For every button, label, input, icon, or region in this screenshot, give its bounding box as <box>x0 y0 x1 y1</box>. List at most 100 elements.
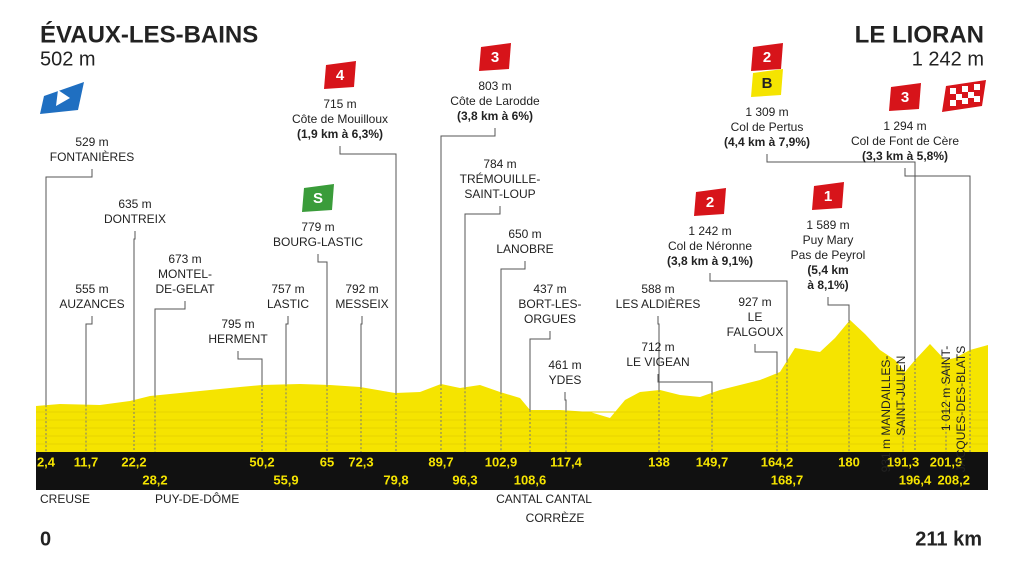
leader-line <box>657 316 660 391</box>
waypoint-label: Pas de Peyrol <box>791 248 866 262</box>
waypoint-label: 437 m <box>533 282 566 296</box>
leader-line <box>464 206 501 388</box>
leader-line <box>45 169 93 406</box>
waypoint-label: (3,8 km à 9,1%) <box>667 254 753 268</box>
waypoint-label: 1 012 m SAINT- <box>939 346 953 431</box>
km-band <box>36 452 988 490</box>
category-badge <box>751 69 783 97</box>
leader-line <box>440 128 496 384</box>
finish-flag <box>942 80 986 112</box>
category-badge <box>479 43 511 71</box>
profile-stripes <box>36 411 988 445</box>
waypoint-label: 1 309 m <box>745 105 788 119</box>
leader-line <box>564 392 567 411</box>
waypoint-label: 795 m <box>221 317 254 331</box>
waypoint-label: AUZANCES <box>59 297 124 311</box>
waypoint-label: (3,8 km à 6%) <box>457 109 533 123</box>
waypoint-label: Col de Néronne <box>668 239 752 253</box>
km-marker: 168,7 <box>771 472 804 487</box>
waypoint-label: LES ALDIÈRES <box>616 296 701 311</box>
region: CANTAL CANTAL <box>496 492 592 506</box>
category-badge <box>324 61 356 89</box>
km-marker: 55,9 <box>273 472 298 487</box>
leader-line <box>360 316 363 388</box>
waypoint-label: 529 m <box>75 135 108 149</box>
waypoint-label: SAINT-LOUP <box>464 187 535 201</box>
category-badge <box>889 83 921 111</box>
waypoint-label: 757 m <box>271 282 304 296</box>
waypoint-label: Col de Pertus <box>731 120 804 134</box>
waypoint-label: YDES <box>549 373 582 387</box>
leader-line <box>339 146 397 393</box>
waypoint-label: ORGUES <box>524 312 576 326</box>
leader-lines <box>45 128 971 452</box>
category-badge <box>694 188 726 216</box>
km-marker: 149,7 <box>696 454 729 469</box>
leader-line <box>827 297 850 322</box>
distance-end: 211 km <box>915 528 982 550</box>
leader-line <box>709 273 788 361</box>
category-label: 2 <box>763 49 771 66</box>
waypoint-label: LE VIGEAN <box>626 355 689 369</box>
waypoint-label: 461 m <box>548 358 581 372</box>
km-marker: 191,3 <box>887 454 920 469</box>
region: CORRÈZE <box>526 510 585 525</box>
waypoint-label: 555 m <box>75 282 108 296</box>
category-label: B <box>762 75 773 92</box>
region: CREUSE <box>40 492 90 506</box>
start-arrow <box>56 90 70 106</box>
waypoint-label: 803 m <box>478 79 511 93</box>
waypoint-label: BOURG-LASTIC <box>273 235 363 249</box>
waypoint-label: (4,4 km à 7,9%) <box>724 135 810 149</box>
waypoint-label: 931 m MANDAILLES- <box>879 356 893 473</box>
waypoint-label: 792 m <box>345 282 378 296</box>
km-marker: 50,2 <box>249 454 274 469</box>
leader-line <box>904 168 971 350</box>
waypoint-label: BORT-LES- <box>518 297 581 311</box>
waypoint-label: 779 m <box>301 220 334 234</box>
waypoint-label: Côte de Larodde <box>450 94 540 108</box>
leader-line <box>657 374 713 393</box>
waypoint-label: MESSEIX <box>335 297 388 311</box>
km-marker: 208,2 <box>937 472 970 487</box>
waypoint-label: (3,3 km à 5,8%) <box>862 149 948 163</box>
category-badge <box>302 184 334 212</box>
km-marker: 89,7 <box>428 454 453 469</box>
waypoint-label: HERMENT <box>208 332 268 346</box>
leader-line <box>154 301 186 396</box>
waypoint-label: 673 m <box>168 252 201 266</box>
category-badge <box>751 43 783 71</box>
km-marker: 164,2 <box>761 454 794 469</box>
category-label: 2 <box>706 194 714 211</box>
waypoint-label: FALGOUX <box>727 325 784 339</box>
waypoint-label: Puy Mary <box>803 233 854 247</box>
waypoint-label: 650 m <box>508 227 541 241</box>
waypoint-label: LANOBRE <box>496 242 553 256</box>
leader-line <box>85 316 93 405</box>
leader-line <box>317 254 328 385</box>
km-marker: 2,4 <box>37 454 56 469</box>
leader-line <box>500 261 526 393</box>
km-marker: 28,2 <box>142 472 167 487</box>
category-label: 3 <box>901 89 909 106</box>
waypoint-label: 588 m <box>641 282 674 296</box>
km-marker: 11,7 <box>74 454 99 469</box>
region: PUY-DE-DÔME <box>155 491 239 506</box>
waypoint-label: (5,4 km <box>807 263 848 277</box>
category-label: 4 <box>336 67 345 84</box>
km-marker: 180 <box>838 454 860 469</box>
waypoint-label: TRÉMOUILLE- <box>460 171 541 186</box>
waypoint-label: Côte de Mouilloux <box>292 112 388 126</box>
leader-line <box>529 331 551 410</box>
waypoint-label: JACQUES-DES-BLATS <box>954 346 968 472</box>
waypoint-label: 927 m <box>738 295 771 309</box>
distance-start: 0 <box>40 528 51 550</box>
waypoint-label: DE-GELAT <box>155 282 215 296</box>
category-badge <box>812 182 844 210</box>
category-label: 1 <box>824 188 832 205</box>
elevation-profile <box>36 320 988 452</box>
waypoint-label: 715 m <box>323 97 356 111</box>
km-marker: 96,3 <box>452 472 477 487</box>
km-marker: 196,4 <box>899 472 932 487</box>
waypoint-label: 712 m <box>641 340 674 354</box>
